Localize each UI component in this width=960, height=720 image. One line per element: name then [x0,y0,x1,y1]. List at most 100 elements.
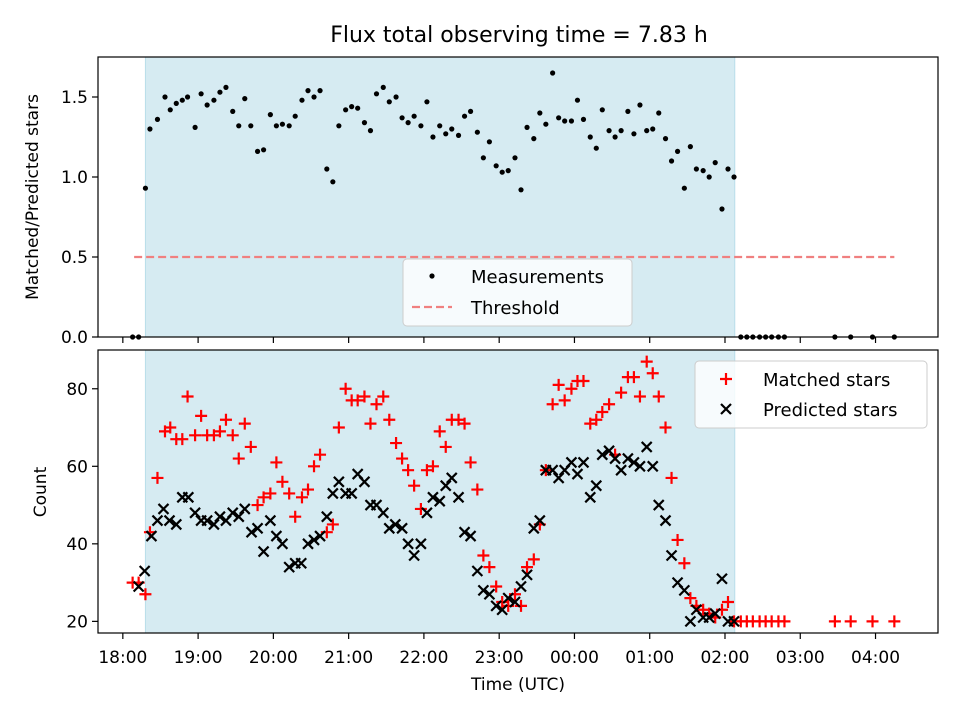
predicted-star-point [232,510,245,523]
predicted-star-point [477,584,490,597]
predicted-star-point [433,495,446,507]
legend-matched-label: Matched stars [763,370,890,391]
measurement-point [343,107,349,113]
measurement-point [618,128,624,134]
x-tick-label: 00:00 [550,648,599,668]
measurement-point [192,124,198,130]
matched-star-point [546,398,559,411]
measurement-point [411,113,417,119]
measurement-point [480,155,486,161]
measurement-point [355,105,361,111]
matched-star-point [866,615,879,628]
matched-star-point [439,440,452,453]
predicted-star-point [622,452,634,465]
predicted-star-point [483,588,496,601]
predicted-star-point [615,464,627,476]
measurement-point [637,102,643,108]
matched-star-point [226,429,239,442]
predicted-star-point [528,522,540,535]
matched-star-point [888,615,901,628]
matched-star-point [722,595,734,608]
predicted-star-point [402,538,414,550]
predicted-star-point [408,549,420,562]
matched-star-point [332,421,345,434]
predicted-star-point [321,510,333,523]
x-tick-label: 01:00 [625,648,674,668]
measurement-point [198,91,204,97]
matched-star-point [396,452,409,465]
measurement-point [531,136,537,142]
measurement-point [273,123,279,129]
matched-star-point [646,367,659,380]
matched-star-point [270,456,283,469]
predicted-star-point [439,479,452,492]
predicted-star-point [276,538,289,550]
measurement-point [455,132,462,138]
predicted-star-point [515,580,527,593]
measurement-point [380,84,386,90]
x-tick-label: 03:00 [776,648,825,668]
x-tick-label: 20:00 [249,648,298,668]
measurement-point [631,131,637,137]
measurement-point [386,99,392,105]
measurement-point [236,123,242,129]
matched-star-point [671,533,684,546]
chart-title: Flux total observing time = 7.83 h [330,23,708,48]
matched-star-point [408,479,421,492]
measurement-point [443,131,449,137]
measurement-point [681,185,687,191]
matched-star-point [195,409,208,422]
measurement-point [361,120,368,126]
legend-measurements-label: Measurements [471,267,604,288]
x-tick-label: 02:00 [700,648,749,668]
measurement-point [184,94,191,100]
matched-star-point [684,592,697,605]
matched-star-point [633,390,646,403]
measurement-point [248,123,254,129]
matched-star-point [652,390,665,403]
matched-star-point [828,615,841,628]
matched-star-point [164,421,177,434]
measurement-point [142,185,149,191]
predicted-star-point [716,572,728,585]
predicted-star-point [327,487,339,500]
measurement-point [179,97,185,103]
top-y-label: Matched/Predicted stars [23,94,43,300]
predicted-star-point [257,545,270,558]
predicted-star-point [214,510,226,523]
matched-star-point [452,413,465,426]
matched-star-point [383,413,396,426]
measurement-point [173,100,179,106]
predicted-star-point [609,452,621,465]
bottom-legend: Matched stars Predicted stars [694,360,928,429]
matched-star-point [251,499,264,512]
predicted-star-point [640,441,653,453]
measurement-point [330,179,336,185]
matched-star-point [181,390,194,403]
predicted-star-point [534,514,546,527]
predicted-star-point [678,584,691,597]
measurement-point [461,113,468,119]
x-tick-label: 04:00 [851,648,900,668]
legend-threshold-label: Threshold [470,298,560,319]
matched-star-point [659,421,672,434]
measurement-point [580,116,587,122]
measurement-point [656,110,662,116]
top-legend: Measurements Threshold [402,258,633,327]
matched-star-point [640,355,653,368]
predicted-star-point [302,538,314,550]
predicted-star-point [565,456,578,469]
measurement-point [292,113,298,119]
matched-star-point [358,390,371,403]
predicted-star-point [208,518,220,531]
bottom-x-axis: 18:00 19:00 20:00 21:00 22:00 23:00 00:00 01:00… [98,633,900,668]
x-axis-label: Time (UTC) [470,675,565,695]
matched-star-point [390,437,403,450]
predicted-star-point [684,615,697,628]
y-tick-label: 80 [66,380,88,400]
matched-star-point [596,406,609,419]
measurement-point [267,112,273,118]
predicted-star-point [251,522,264,535]
measurement-point [242,96,248,102]
predicted-star-point [577,456,590,469]
